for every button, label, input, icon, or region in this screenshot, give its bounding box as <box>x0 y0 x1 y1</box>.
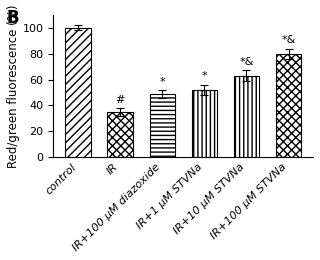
Bar <box>192 90 217 157</box>
Text: *: * <box>202 72 207 81</box>
Bar <box>108 112 133 157</box>
Text: B: B <box>7 9 19 27</box>
Text: *&: *& <box>281 35 296 45</box>
Text: #: # <box>115 95 125 105</box>
Bar <box>234 76 259 157</box>
Text: *: * <box>159 77 165 87</box>
Bar <box>149 94 175 157</box>
Bar <box>65 28 91 157</box>
Y-axis label: Red/green fluorescence (%): Red/green fluorescence (%) <box>7 4 20 168</box>
Text: *&: *& <box>239 57 254 67</box>
Bar <box>276 54 301 157</box>
